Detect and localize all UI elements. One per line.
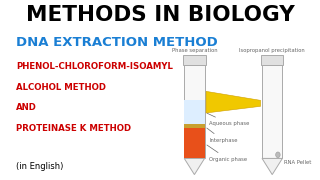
Text: (in English): (in English) — [16, 162, 64, 171]
Bar — [184, 124, 204, 129]
Text: ALCOHOL METHOD: ALCOHOL METHOD — [16, 83, 106, 92]
Bar — [184, 129, 204, 158]
Text: PHENOL-CHLOROFORM-ISOAMYL: PHENOL-CHLOROFORM-ISOAMYL — [16, 62, 173, 71]
Text: Interphase: Interphase — [207, 128, 237, 143]
Text: Organic phase: Organic phase — [207, 145, 247, 162]
Bar — [261, 55, 284, 65]
Polygon shape — [184, 158, 204, 175]
Bar — [183, 55, 206, 65]
Polygon shape — [206, 91, 260, 113]
Polygon shape — [262, 158, 282, 175]
Text: AND: AND — [16, 103, 37, 112]
Text: PROTEINASE K METHOD: PROTEINASE K METHOD — [16, 124, 132, 133]
Text: METHODS IN BIOLOGY: METHODS IN BIOLOGY — [26, 4, 294, 24]
Ellipse shape — [276, 152, 280, 158]
Bar — [184, 100, 204, 124]
Bar — [262, 65, 282, 158]
Text: RNA Pellet: RNA Pellet — [278, 157, 311, 165]
Text: DNA EXTRACTION METHOD: DNA EXTRACTION METHOD — [16, 36, 218, 49]
Bar — [184, 65, 204, 158]
Text: Phase separation: Phase separation — [172, 48, 217, 53]
Text: Aqueous phase: Aqueous phase — [207, 113, 250, 126]
Text: Isopropanol precipitation: Isopropanol precipitation — [239, 48, 305, 53]
